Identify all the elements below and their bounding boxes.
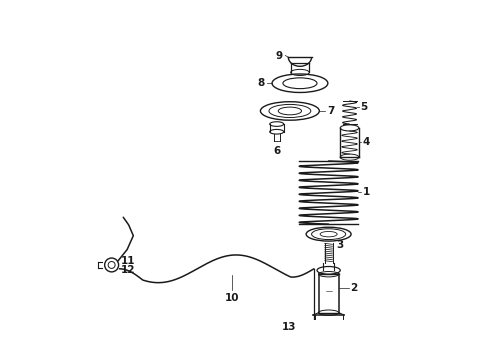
Text: 4: 4 bbox=[363, 137, 370, 147]
Text: 13: 13 bbox=[282, 322, 296, 332]
Text: 1: 1 bbox=[363, 187, 370, 197]
Text: 12: 12 bbox=[121, 265, 135, 275]
Text: 8: 8 bbox=[257, 78, 264, 88]
Text: 3: 3 bbox=[336, 240, 343, 250]
Text: 6: 6 bbox=[273, 145, 280, 156]
Text: 5: 5 bbox=[361, 102, 368, 112]
Text: 11: 11 bbox=[121, 256, 135, 266]
Text: 9: 9 bbox=[276, 50, 283, 60]
Text: 10: 10 bbox=[225, 293, 240, 303]
Text: 2: 2 bbox=[350, 283, 358, 293]
Text: 7: 7 bbox=[327, 106, 335, 116]
